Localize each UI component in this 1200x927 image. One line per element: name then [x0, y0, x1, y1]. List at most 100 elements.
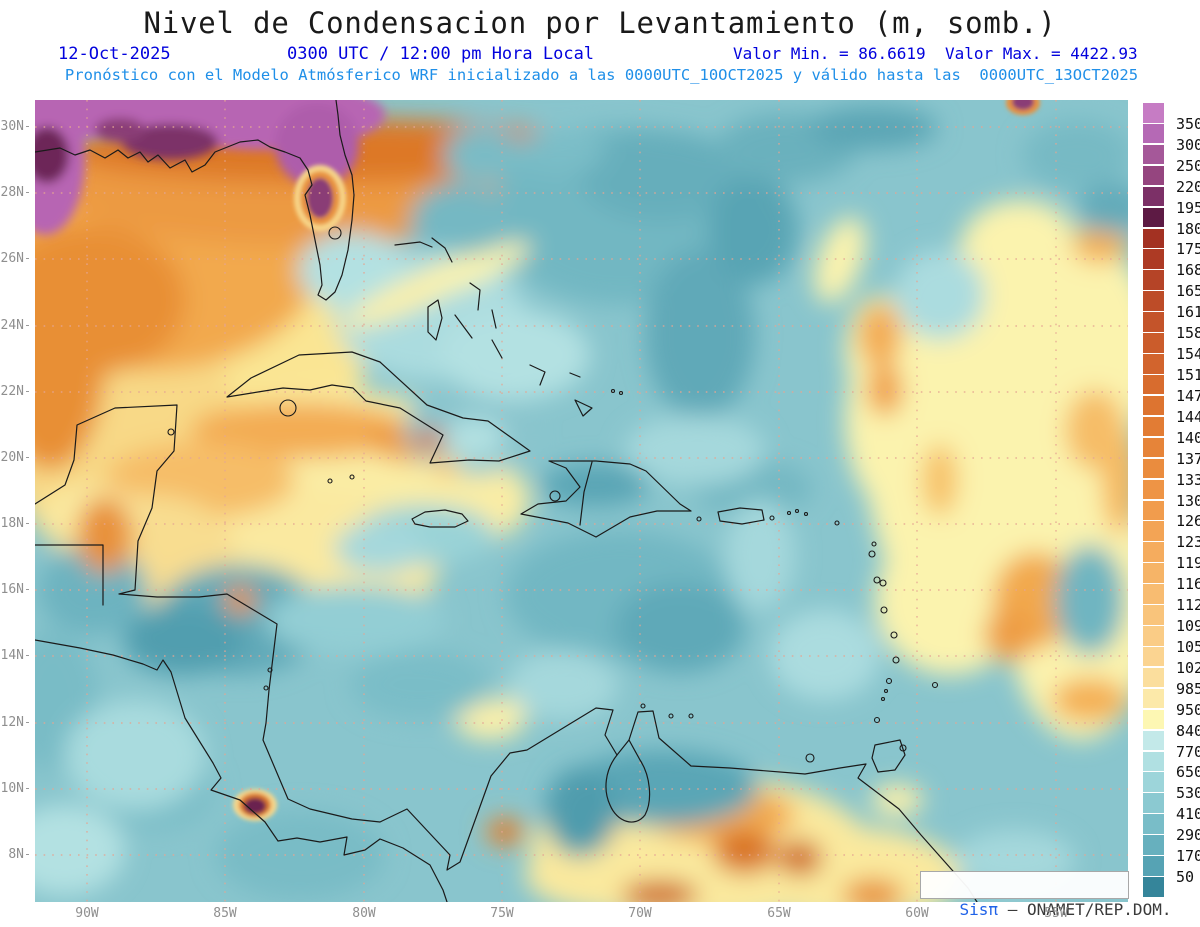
colorbar-cell: [1143, 626, 1164, 646]
island-marker: [640, 703, 646, 709]
contour-blob: [215, 810, 385, 900]
island-marker: [899, 744, 907, 752]
contour-blob: [1072, 227, 1128, 263]
colorbar-cell: [1143, 584, 1164, 604]
lat-axis-label-14N: 14N: [0, 649, 29, 663]
sispi-logo: Sisπ: [959, 900, 999, 919]
colorbar-tick-label: 1055: [1176, 637, 1200, 656]
contour-blob: [625, 415, 765, 485]
branding-org: [998, 900, 1008, 919]
colorbar-cell: [1143, 521, 1164, 541]
lat-axis-label-30N: 30N: [0, 120, 29, 134]
contour-blob: [867, 364, 903, 416]
colorbar-tick-label: 1950: [1176, 198, 1200, 217]
contour-blob: [922, 444, 958, 516]
colorbar-cell: [1143, 144, 1164, 165]
lat-axis-label-16N: 16N: [0, 583, 29, 597]
colorbar-cell: [1143, 395, 1164, 416]
coastline-layer: [34, 99, 978, 903]
contour-blob: [350, 650, 490, 720]
contour-blob: [545, 767, 615, 857]
contour-blob: [25, 127, 69, 183]
contour-blob: [1065, 390, 1125, 470]
contour-blob: [445, 418, 505, 458]
colorbar-cell: [1143, 291, 1164, 311]
valor-max-label: Valor Max. = 4422.93: [945, 44, 1138, 63]
colorbar-tick-label: 1650: [1176, 282, 1200, 301]
coastline-path: [34, 404, 978, 903]
contour-blob: [540, 463, 650, 507]
model-init-line: Pronóstico con el Modelo Atmósferico WRF…: [64, 66, 1139, 84]
colorbar-tick-label: 1750: [1176, 240, 1200, 259]
island-marker: [263, 685, 269, 691]
lat-axis-label-10N: 10N: [0, 782, 29, 796]
colorbar-cell: [1143, 165, 1164, 186]
contour-blob: [814, 217, 866, 303]
contour-blob: [275, 103, 359, 187]
colorbar-cell: [1143, 542, 1164, 562]
contour-blob: [580, 130, 740, 220]
island-marker: [610, 388, 616, 394]
contour-blob: [123, 605, 243, 675]
contour-blob: [335, 523, 425, 573]
lat-axis-label-28N: 28N: [0, 186, 29, 200]
colorbar-tick-label: 1510: [1176, 365, 1200, 384]
island-marker: [803, 511, 809, 517]
map-plot-area: [0, 80, 1155, 925]
contour-field-layer: [0, 106, 1155, 925]
coastline-path: [605, 739, 651, 823]
colorbar-tick-label: 1580: [1176, 324, 1200, 343]
contour-blob: [429, 241, 531, 295]
colorbar-tick-label: 290: [1176, 826, 1200, 845]
colorbar-tick-label: 1160: [1176, 575, 1200, 594]
lon-axis-label-75W: 75W: [490, 906, 514, 921]
island-marker: [618, 390, 624, 396]
contour-blob: [440, 310, 590, 400]
colorbar-cell: [1143, 333, 1164, 353]
colorbar-tick-label: 2500: [1176, 156, 1200, 175]
lon-axis-label-70W: 70W: [628, 906, 652, 921]
coastline-path: [394, 237, 593, 417]
coastline-path: [34, 461, 593, 606]
colorbar-tick-label: 1265: [1176, 512, 1200, 531]
colorbar-cell: [1143, 814, 1164, 834]
contour-blob: [645, 250, 755, 420]
colorbar-cell: [1143, 374, 1164, 395]
island-marker: [873, 716, 881, 724]
colorbar-cell: [1143, 207, 1164, 228]
lat-axis-label-8N: 8N: [0, 848, 29, 862]
island-marker: [794, 508, 800, 514]
colorbar-tick-label: 170: [1176, 847, 1200, 866]
colorbar-cell: [1143, 709, 1164, 730]
colorbar-tick-label: 1125: [1176, 596, 1200, 615]
contour-blob: [895, 250, 985, 340]
lon-axis-label-60W: 60W: [905, 906, 929, 921]
contour-blob: [416, 428, 444, 452]
contour-blob: [871, 784, 923, 816]
coastline-path: [871, 739, 906, 773]
colorbar-cell: [1143, 793, 1164, 813]
colorbar-cell: [1143, 479, 1164, 500]
graticule-layer: [35, 100, 1128, 902]
contour-blob: [265, 585, 445, 655]
colorbar-tick-label: 840: [1176, 721, 1200, 740]
colorbar-cell: [1143, 730, 1164, 751]
colorbar-cell: [1143, 103, 1164, 123]
island-marker: [868, 550, 876, 558]
island-marker: [805, 753, 815, 763]
colorbar-tick-label: 1545: [1176, 345, 1200, 364]
island-marker: [167, 428, 175, 436]
contour-blob: [493, 823, 517, 841]
colorbar-cell: [1143, 458, 1164, 479]
contour-blob: [960, 200, 1080, 300]
colorbar-cell: [1143, 605, 1164, 625]
contour-blob: [38, 545, 148, 635]
island-marker: [769, 515, 775, 521]
contour-blob: [1052, 678, 1128, 722]
colorbar-tick-label: 950: [1176, 700, 1200, 719]
colorbar-cell: [1143, 312, 1164, 332]
island-marker: [880, 696, 886, 702]
colorbar: [1143, 103, 1164, 898]
island-marker: [267, 667, 273, 673]
